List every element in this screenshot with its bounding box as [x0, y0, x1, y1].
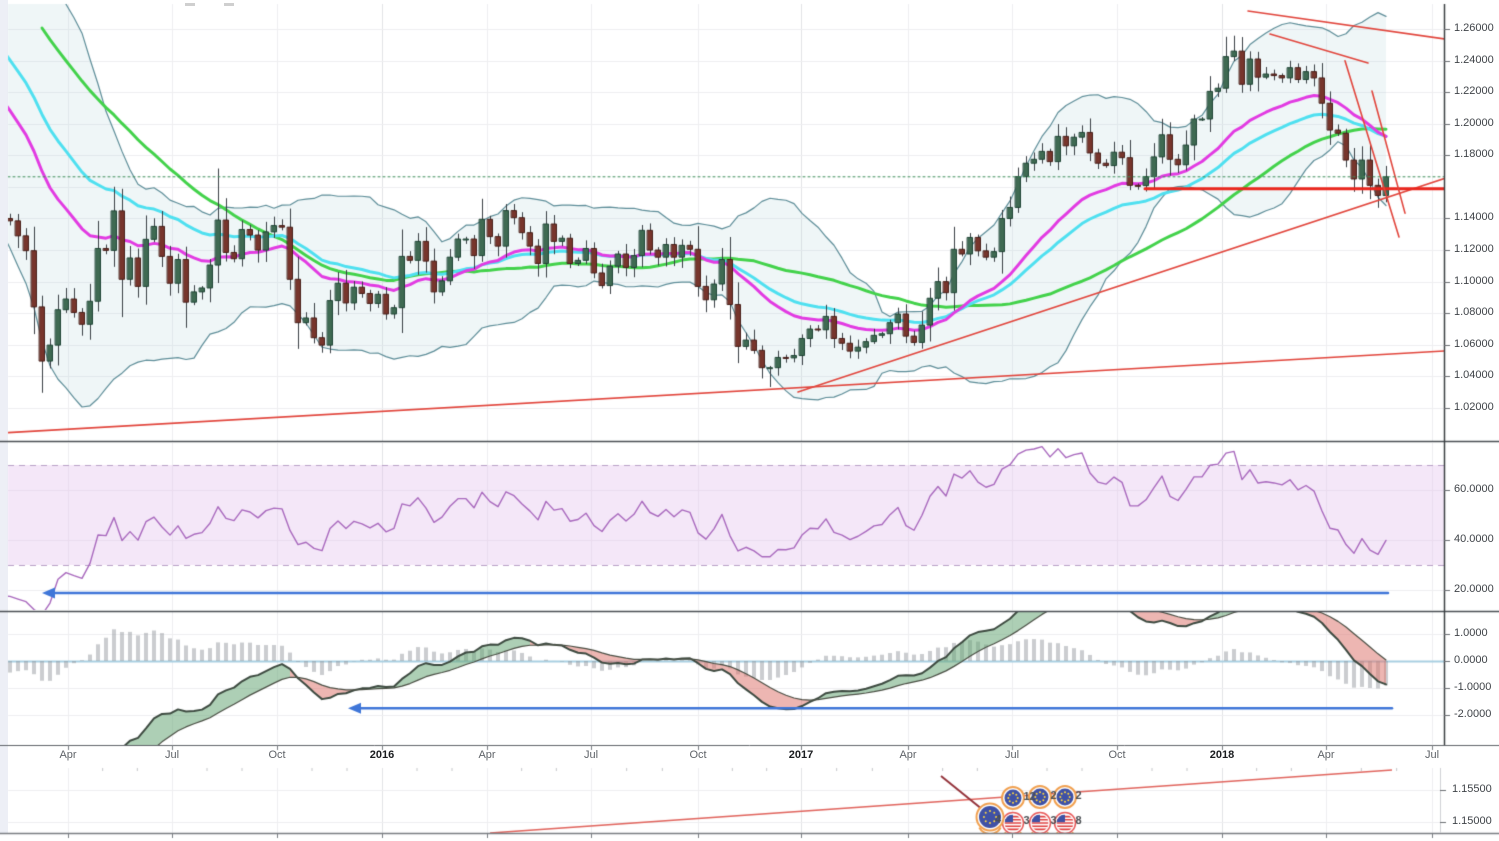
month-label: Apr	[478, 749, 496, 761]
month-label: Apr	[1317, 749, 1335, 761]
price-axis[interactable]: 1.26000 1.24000 1.22000 1.20000 1.18000 1.140…	[1444, 0, 1499, 745]
price-tick-label: 1.08000	[1454, 306, 1494, 318]
month-label: Oct	[689, 749, 707, 761]
month-label: Jul	[1424, 749, 1440, 761]
month-label: Jul	[164, 749, 180, 761]
price-tick-label: 1.02000	[1454, 401, 1494, 413]
price-tick-label: 1.22000	[1454, 85, 1494, 97]
price-tick-label: 1.14000	[1454, 211, 1494, 223]
year-label: 2018	[1209, 749, 1235, 761]
alert-price-label: 1.15966	[1452, 187, 1492, 199]
price-tick-label: 1.24000	[1454, 54, 1494, 66]
macd-tick-label: -2.0000	[1454, 708, 1492, 720]
mini-tick-label: 1.15500	[1452, 783, 1492, 795]
price-tick-label: 1.26000	[1454, 22, 1494, 34]
month-label: Apr	[59, 749, 77, 761]
month-label: Jul	[583, 749, 599, 761]
year-label: 2017	[788, 749, 814, 761]
macd-tick-label: 0.0000	[1454, 654, 1488, 666]
legend-fragment	[224, 3, 234, 6]
rsi-tick-label: 40.0000	[1454, 533, 1494, 545]
month-label: Oct	[268, 749, 286, 761]
price-tick-label: 1.06000	[1454, 338, 1494, 350]
price-tick-label: 1.10000	[1454, 275, 1494, 287]
rsi-tick-label: 20.0000	[1454, 583, 1494, 595]
time-axis[interactable]: Apr Jul Oct 2016 Apr Jul Oct 2017 Apr Jul Oct 2018 A…	[0, 745, 1444, 767]
month-label: Jul	[1004, 749, 1020, 761]
month-label: Apr	[899, 749, 917, 761]
rsi-tick-label: 60.0000	[1454, 483, 1494, 495]
macd-tick-label: -1.0000	[1454, 681, 1492, 693]
year-label: 2016	[369, 749, 395, 761]
price-tick-label: 1.12000	[1454, 243, 1494, 255]
month-label: Oct	[1108, 749, 1126, 761]
mini-price-axis[interactable]: 1.15500 1.15000	[1440, 767, 1499, 833]
mini-tick-label: 1.15000	[1452, 815, 1492, 827]
price-tick-label: 1.04000	[1454, 369, 1494, 381]
current-price-label: 1.16639	[1452, 171, 1492, 183]
macd-tick-label: 1.0000	[1454, 627, 1488, 639]
price-tick-label: 1.18000	[1454, 148, 1494, 160]
price-tick-label: 1.20000	[1454, 117, 1494, 129]
legend-fragment	[185, 3, 195, 6]
